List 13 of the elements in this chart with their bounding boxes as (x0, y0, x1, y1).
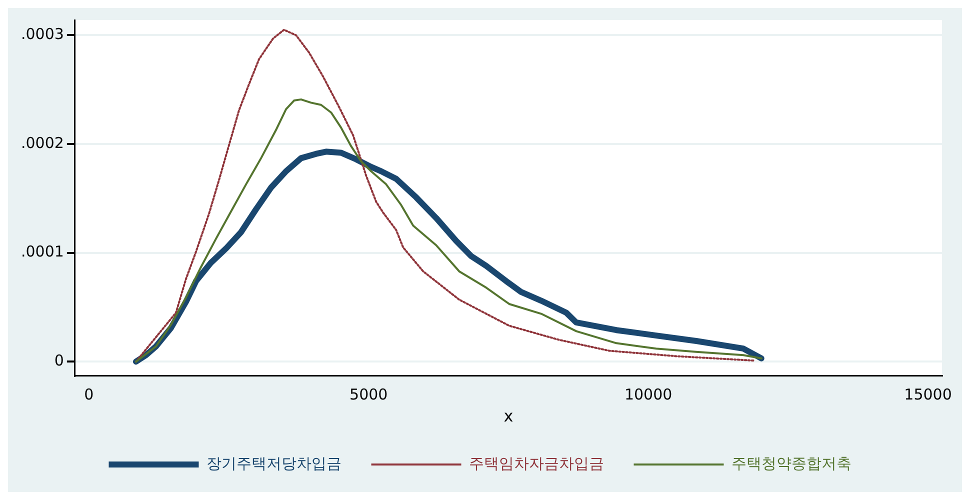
text: 장기주택저당차입금 (206, 454, 342, 472)
y-tick-label: 0 (54, 352, 64, 370)
y-tick-label: .0002 (20, 134, 64, 152)
x-axis-title: x (504, 406, 514, 426)
y-tick-label: .0003 (20, 25, 64, 44)
x-tick-label: 5000 (350, 386, 388, 404)
x-tick-label: 10000 (624, 386, 672, 404)
x-tick-label: 0 (84, 386, 94, 404)
text: 주택청약종합저축 (731, 454, 852, 472)
x-tick-label: 15000 (904, 386, 952, 404)
text: 주택임차자금차입금 (468, 454, 604, 472)
y-tick-label: .0001 (20, 242, 64, 261)
line-series (134, 28, 754, 363)
